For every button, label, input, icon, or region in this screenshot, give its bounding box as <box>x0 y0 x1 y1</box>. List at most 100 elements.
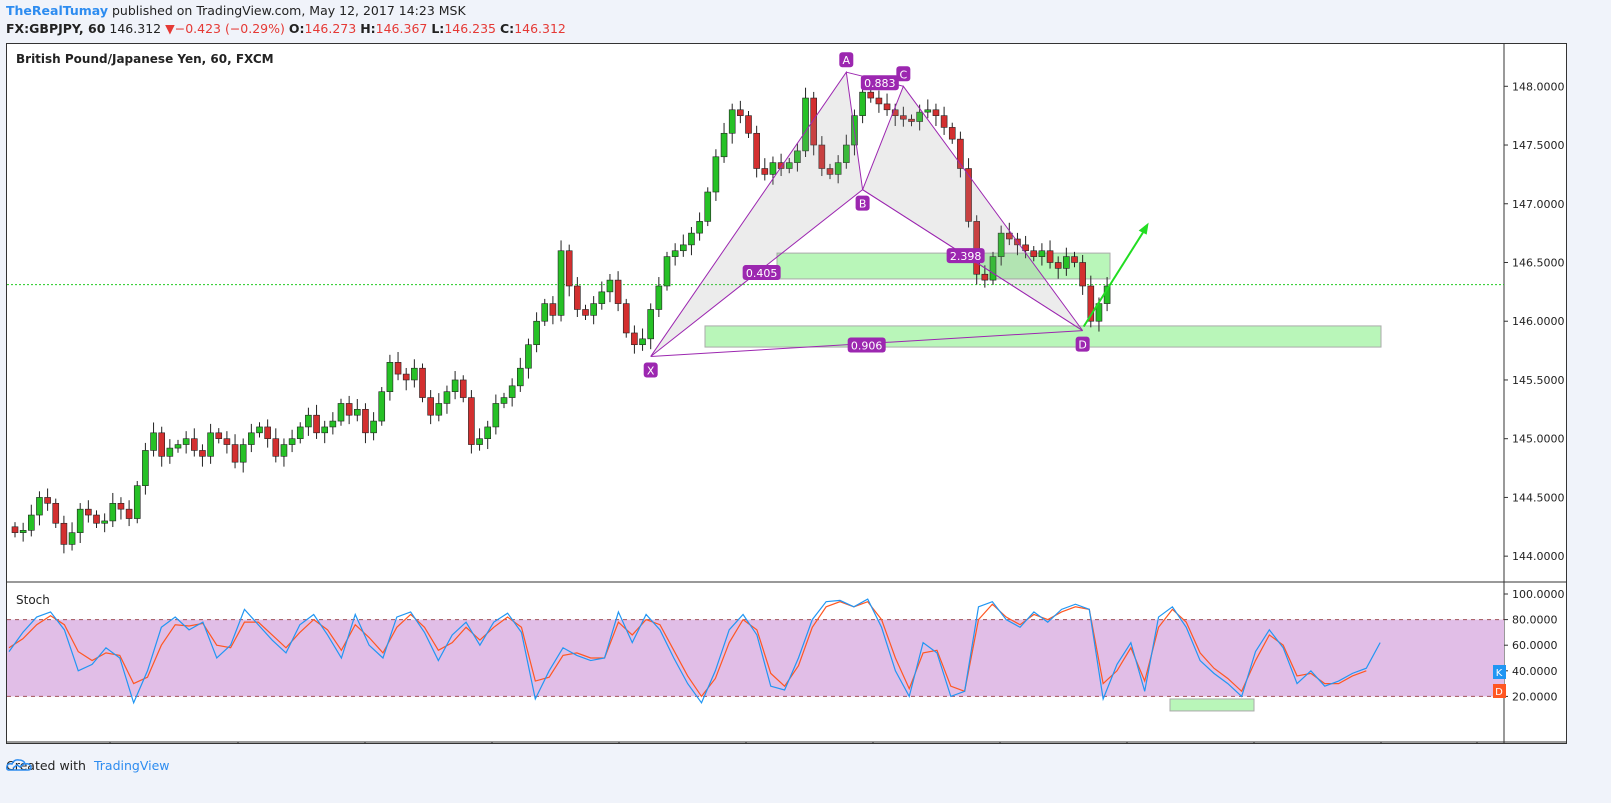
open-label: O: <box>288 21 305 36</box>
point-label-x-box <box>643 362 658 378</box>
open-value: 146.273 <box>304 21 357 36</box>
stoch-d-line <box>8 600 1367 698</box>
y-tick-label: 145.0000 <box>1512 433 1565 446</box>
candle <box>688 232 695 246</box>
candle <box>916 111 923 122</box>
candle <box>313 414 320 434</box>
candle <box>321 426 329 434</box>
candle <box>989 256 997 281</box>
ratio-label: 0.883 <box>864 77 896 90</box>
candle <box>85 508 92 516</box>
high-value: 146.367 <box>375 21 428 36</box>
candle <box>378 391 386 422</box>
candle <box>671 250 679 257</box>
candle <box>459 379 467 398</box>
author-link[interactable]: TheRealTumay <box>6 3 109 18</box>
candle <box>908 118 915 122</box>
candle <box>248 432 255 445</box>
candle <box>1079 262 1086 287</box>
candle <box>712 156 720 193</box>
y-tick-label: 146.0000 <box>1512 315 1565 328</box>
candle <box>150 432 157 451</box>
point-label-b-box <box>855 195 870 211</box>
candle <box>394 362 402 375</box>
candle <box>451 379 459 393</box>
ratio-label: 0.405 <box>746 267 778 280</box>
candle <box>965 168 972 222</box>
candle <box>842 144 850 163</box>
candle <box>525 344 532 369</box>
candle <box>345 403 353 416</box>
high-label: H: <box>360 21 376 36</box>
publish-info: TheRealTumay published on TradingView.co… <box>6 2 466 19</box>
candle <box>231 444 239 463</box>
candle <box>11 526 19 533</box>
symbol-label: FX:GBPJPY, 60 <box>6 21 106 36</box>
candle <box>76 508 84 533</box>
published-text: published on TradingView.com, May 12, 20… <box>112 3 466 18</box>
candle <box>924 109 932 113</box>
candle <box>769 162 777 175</box>
chart-container[interactable]: British Pound/Japanese Yen, 60, FXCM X A B C… <box>6 43 1567 744</box>
candle <box>704 191 712 222</box>
candle <box>484 426 492 439</box>
close-label: C: <box>500 21 515 36</box>
candle <box>785 162 793 169</box>
arrow-head-icon <box>1138 222 1149 235</box>
candle <box>443 391 451 404</box>
tradingview-link[interactable]: TradingView <box>93 758 170 773</box>
candle <box>362 409 369 434</box>
candle <box>133 485 141 519</box>
candle <box>60 522 68 545</box>
candle <box>655 285 663 310</box>
candle <box>875 97 883 105</box>
candle <box>288 438 296 445</box>
candle <box>93 514 100 524</box>
candle <box>1038 250 1046 257</box>
candle <box>834 162 842 175</box>
candle <box>182 438 190 445</box>
candle <box>900 115 907 120</box>
candle <box>679 244 687 252</box>
candle <box>223 438 231 445</box>
candle <box>541 303 549 322</box>
last-price: 146.312 <box>109 21 162 36</box>
candle <box>174 444 182 449</box>
stoch-y-tick-label: 20.0000 <box>1512 690 1558 703</box>
d-badge-label: D <box>1495 687 1503 698</box>
candle <box>753 132 760 169</box>
candle <box>516 367 524 387</box>
candle <box>264 426 271 439</box>
pattern-bcd <box>861 85 1084 332</box>
y-tick-label: 147.5000 <box>1512 139 1565 152</box>
candle <box>728 109 736 134</box>
candle <box>940 115 948 128</box>
candle <box>565 250 573 287</box>
candle <box>622 303 630 334</box>
ratio-label: 0.906 <box>851 340 883 353</box>
ratio-label: 2.398 <box>950 250 982 263</box>
candle <box>52 502 60 524</box>
candle <box>27 514 35 531</box>
candle <box>166 447 174 457</box>
candle <box>590 303 597 316</box>
candle <box>435 403 443 416</box>
point-label-b: B <box>859 198 867 211</box>
candle <box>492 403 500 428</box>
chart-svg[interactable]: British Pound/Japanese Yen, 60, FXCM X A B C… <box>7 44 1566 743</box>
candle <box>36 497 43 516</box>
stoch-zone <box>1169 698 1255 712</box>
y-tick-label: 145.5000 <box>1512 374 1565 387</box>
point-label-c-box <box>896 66 911 82</box>
candle <box>296 426 304 439</box>
candle <box>598 291 606 304</box>
candle <box>957 138 964 169</box>
candle <box>981 273 989 281</box>
candle <box>818 144 826 169</box>
stoch-band <box>7 619 1504 697</box>
candle <box>419 367 426 398</box>
candle <box>239 444 247 463</box>
down-arrow-icon: ▼ <box>165 21 175 36</box>
stoch-y-tick-label: 100.0000 <box>1512 588 1565 601</box>
ratio-box <box>946 248 985 264</box>
